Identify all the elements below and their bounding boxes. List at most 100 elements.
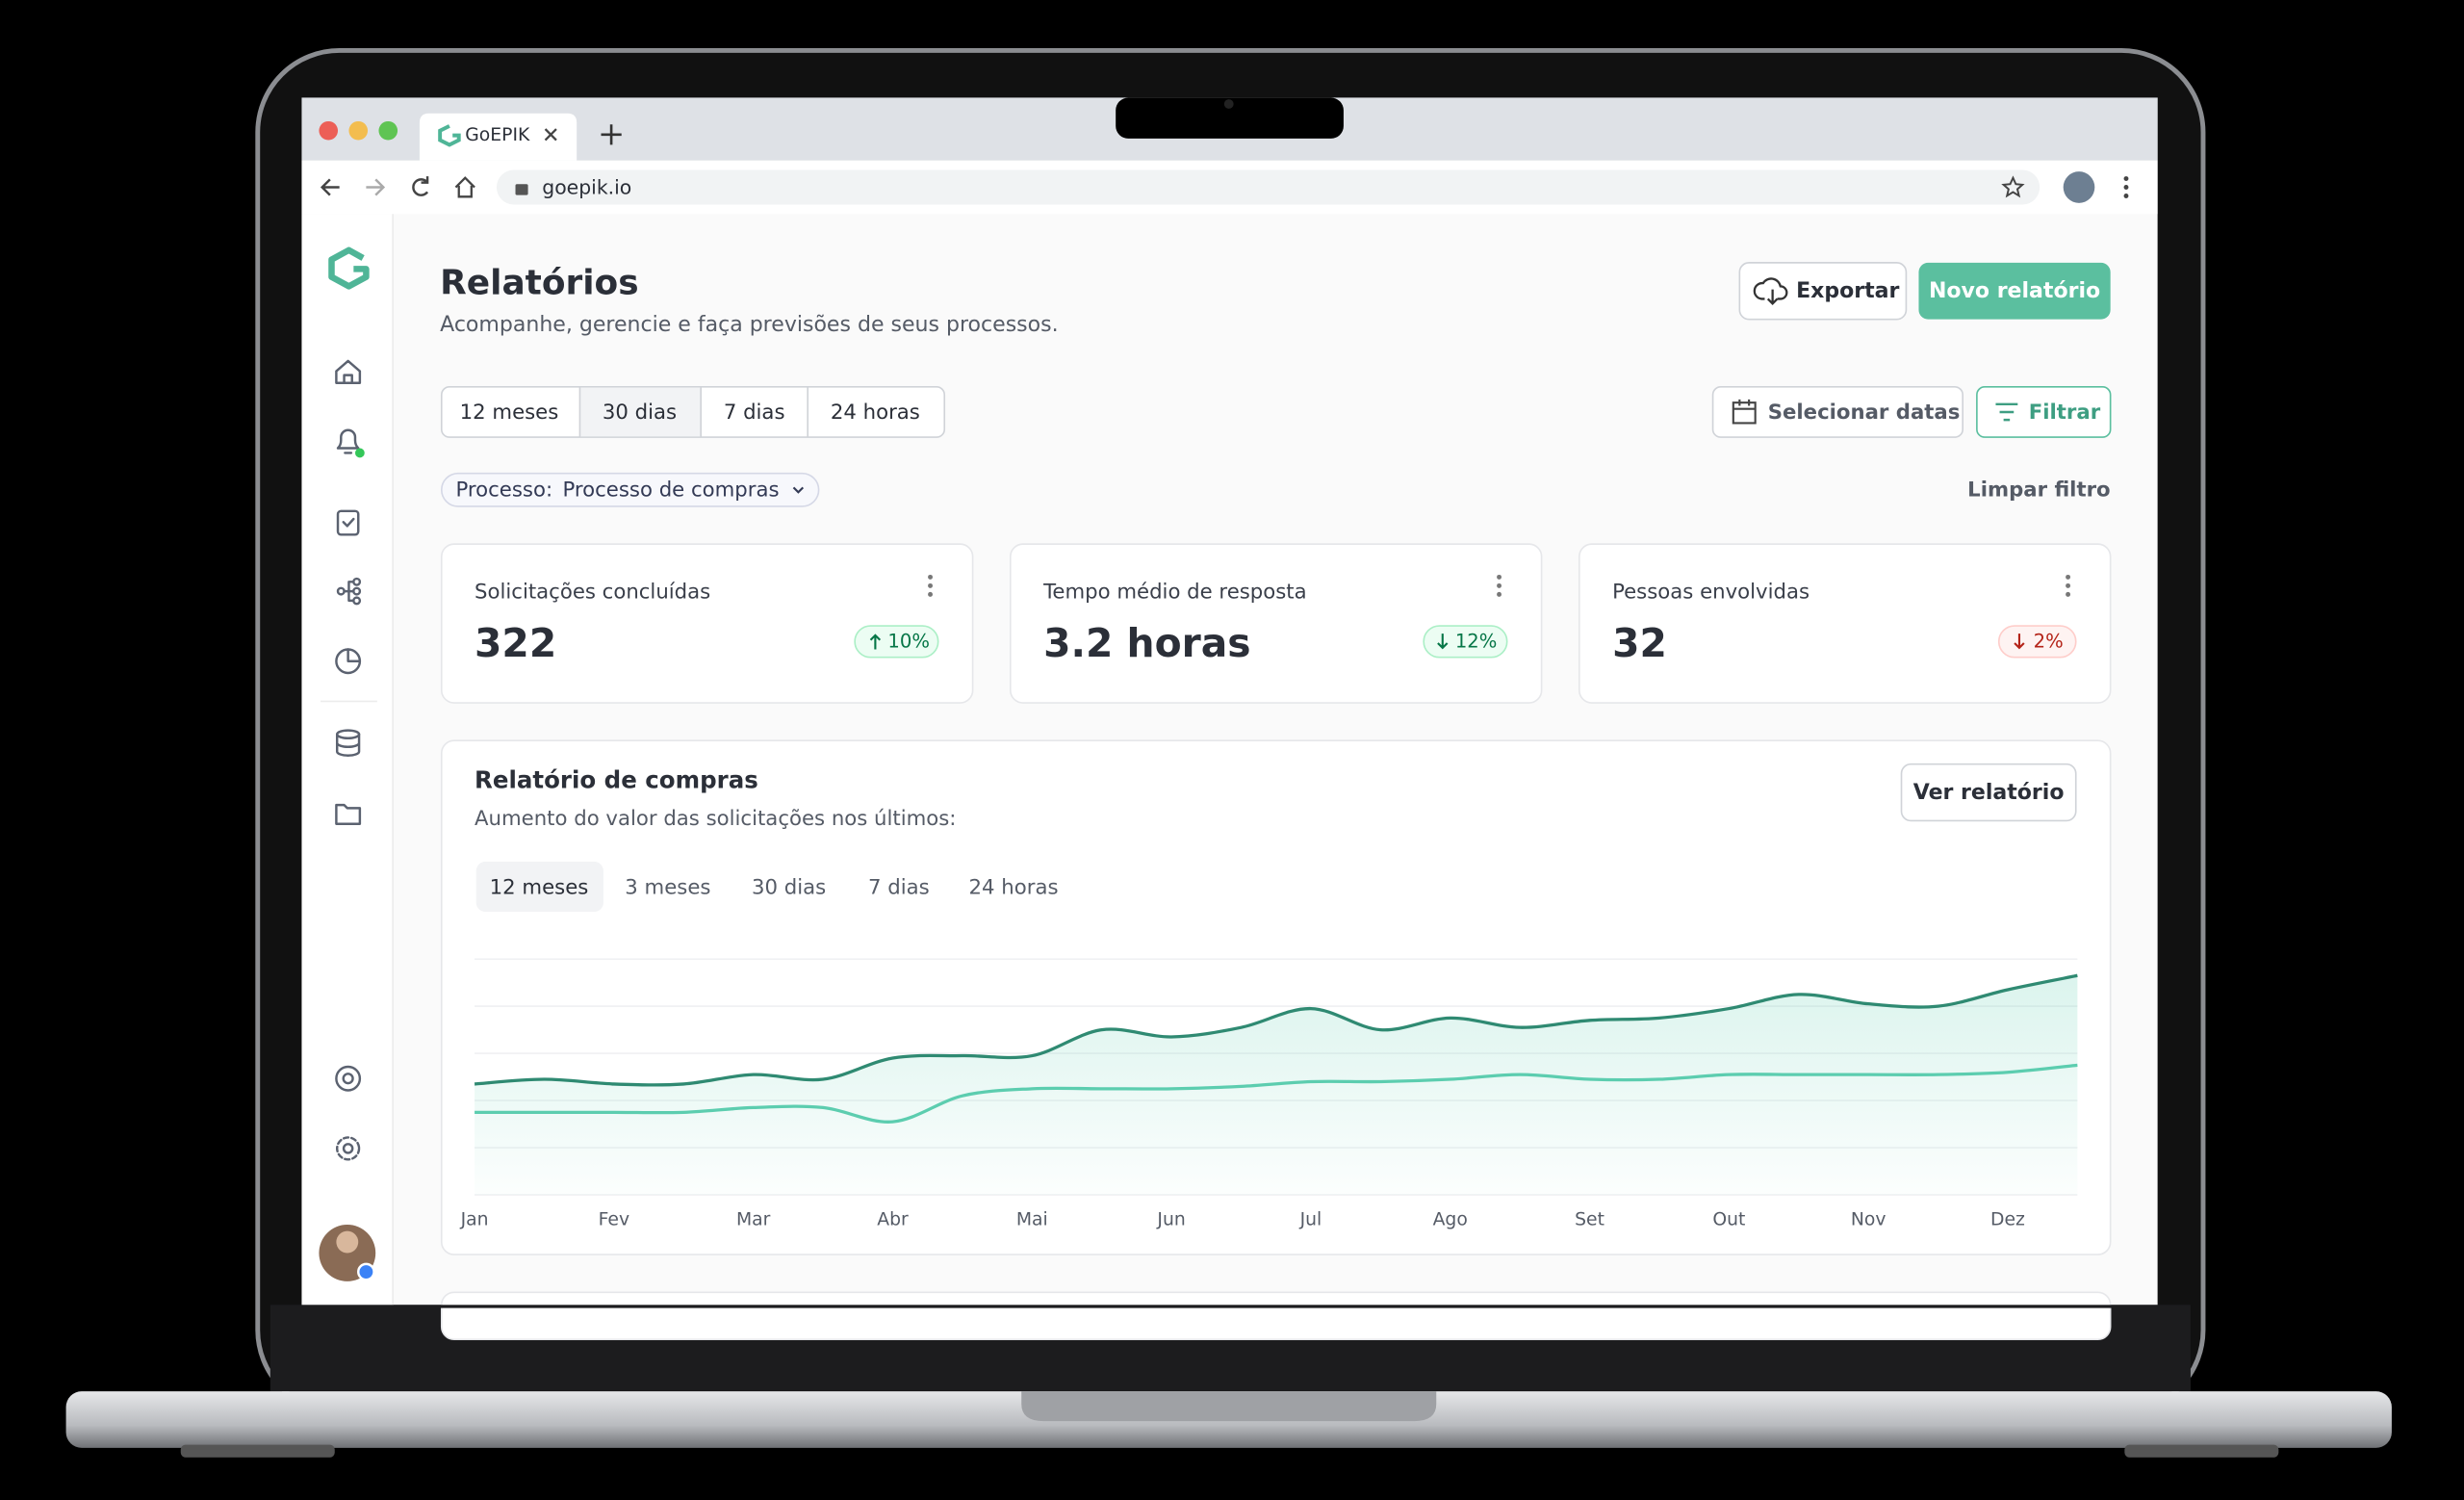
lock-icon bbox=[515, 184, 528, 195]
x-tick-label: Set bbox=[1575, 1210, 1604, 1230]
browser-menu[interactable] bbox=[2123, 176, 2129, 198]
period-tab[interactable]: 24 horas bbox=[831, 401, 920, 425]
select-dates-label: Selecionar datas bbox=[1768, 401, 1961, 425]
stat-card bbox=[440, 543, 974, 704]
period-tab-dividers bbox=[578, 386, 808, 438]
change-value: 12% bbox=[1455, 631, 1498, 653]
stat-value: 32 bbox=[1612, 620, 1667, 666]
calendar-icon bbox=[1732, 399, 1757, 425]
report-title: Relatório de compras bbox=[475, 766, 758, 794]
sidebar-icons[interactable] bbox=[335, 359, 362, 1161]
period-tab-selected bbox=[579, 387, 702, 437]
filter-button[interactable] bbox=[1976, 386, 2112, 438]
stat-label: Pessoas envolvidas bbox=[1612, 581, 1810, 605]
chart: Jan Fev Mar Abr Mai Jun Jul Ago Set Out Nov Dez bbox=[460, 958, 2078, 1230]
arrow-up bbox=[869, 634, 882, 650]
select-dates-button[interactable] bbox=[1711, 386, 1964, 438]
period-tab[interactable]: 30 dias bbox=[603, 401, 677, 425]
view-report-button[interactable] bbox=[1900, 763, 2077, 822]
report-tab[interactable]: 30 dias bbox=[752, 876, 826, 900]
report-tab[interactable]: 24 horas bbox=[969, 876, 1059, 900]
window-maximize[interactable] bbox=[378, 120, 398, 141]
arrow-down bbox=[1437, 634, 1449, 650]
x-tick-label: Fev bbox=[599, 1210, 629, 1230]
sidebar bbox=[301, 214, 394, 1306]
filter-chip-value: Processo de compras bbox=[562, 478, 779, 503]
profile-avatar[interactable] bbox=[2063, 171, 2095, 203]
notification-dot bbox=[354, 448, 365, 458]
x-tick-label: Ago bbox=[1433, 1210, 1468, 1230]
view-report-label: Ver relatório bbox=[1913, 781, 2065, 805]
period-tab[interactable]: 12 meses bbox=[460, 401, 559, 425]
stat-cards: Solicitações concluídas Tempo médio de r… bbox=[440, 543, 2112, 704]
page-subtitle: Acompanhe, gerencie e faça previsões de … bbox=[440, 313, 1058, 337]
change-value: 2% bbox=[2034, 631, 2064, 653]
change-value: 10% bbox=[887, 631, 930, 653]
x-tick-label: Abr bbox=[877, 1210, 909, 1230]
bookmark-star[interactable] bbox=[2001, 175, 2025, 198]
camera-notch bbox=[1116, 97, 1344, 139]
url: goepik.io bbox=[542, 175, 631, 198]
page-title: Relatórios bbox=[440, 264, 638, 303]
arrow-down bbox=[2014, 634, 2025, 650]
period-tab[interactable]: 7 dias bbox=[724, 401, 785, 425]
x-tick-label: Jul bbox=[1299, 1210, 1322, 1230]
laptop-notch bbox=[1021, 1391, 1437, 1422]
reload-button[interactable] bbox=[412, 176, 429, 196]
line bbox=[475, 1063, 2078, 1124]
filter-chip-label: Processo: bbox=[455, 478, 552, 503]
change-badge bbox=[1423, 625, 1508, 659]
export-label: Exportar bbox=[1796, 279, 1899, 303]
x-tick-label: Jun bbox=[1156, 1210, 1185, 1230]
tab-favicon bbox=[438, 124, 461, 147]
clear-filter[interactable]: Limpar filtro bbox=[1967, 478, 2110, 503]
window-close[interactable] bbox=[319, 120, 339, 141]
new-tab[interactable] bbox=[601, 124, 622, 145]
home-button[interactable] bbox=[454, 176, 475, 198]
stat-card bbox=[1578, 543, 2112, 704]
export-button[interactable] bbox=[1738, 262, 1908, 321]
next-card bbox=[440, 1291, 2112, 1341]
new-report-button[interactable] bbox=[1918, 262, 2111, 320]
tab-close[interactable] bbox=[544, 128, 557, 142]
back-button[interactable] bbox=[320, 178, 340, 196]
stat-value: 3.2 horas bbox=[1043, 620, 1250, 666]
window-minimize[interactable] bbox=[348, 120, 369, 141]
verified-badge bbox=[357, 1262, 375, 1281]
export-icon bbox=[1753, 277, 1788, 305]
chip-chevron bbox=[792, 486, 805, 494]
logo[interactable] bbox=[328, 246, 370, 290]
x-tick-label: Jan bbox=[460, 1210, 489, 1230]
forward-button[interactable] bbox=[366, 178, 386, 196]
report-subtitle: Aumento do valor das solicitações nos úl… bbox=[475, 807, 956, 831]
x-tick-label: Mar bbox=[736, 1210, 771, 1230]
url-field[interactable] bbox=[496, 169, 2040, 205]
tab-title: GoEPIK bbox=[465, 125, 530, 145]
change-badge bbox=[1997, 625, 2077, 659]
screen-edge bbox=[301, 1305, 2158, 1308]
x-tick-label: Mai bbox=[1016, 1210, 1048, 1230]
filter-chip[interactable] bbox=[440, 472, 820, 507]
line bbox=[474, 973, 2078, 1087]
stat-value: 322 bbox=[475, 620, 556, 666]
stat-label: Tempo médio de resposta bbox=[1042, 581, 1307, 605]
x-tick-label: Nov bbox=[1851, 1210, 1886, 1230]
x-tick-label: Out bbox=[1712, 1210, 1745, 1230]
filter-label: Filtrar bbox=[2029, 401, 2101, 425]
report-tab-selected bbox=[475, 861, 603, 913]
camera bbox=[1223, 99, 1234, 109]
x-tick-label: Dez bbox=[1990, 1210, 2025, 1230]
report-tab[interactable]: 7 dias bbox=[868, 876, 930, 900]
stat-label: Solicitações concluídas bbox=[475, 581, 710, 605]
user-avatar-face bbox=[336, 1230, 359, 1254]
filter-icon bbox=[1995, 402, 2018, 422]
new-report-label: Novo relatório bbox=[1929, 279, 2100, 303]
browser-tab[interactable] bbox=[419, 113, 578, 161]
laptop-foot bbox=[2124, 1444, 2279, 1458]
report-tab[interactable]: 3 meses bbox=[625, 876, 710, 900]
stat-card bbox=[1009, 543, 1543, 704]
laptop-foot bbox=[180, 1444, 335, 1458]
report-tab[interactable]: 12 meses bbox=[490, 876, 589, 900]
